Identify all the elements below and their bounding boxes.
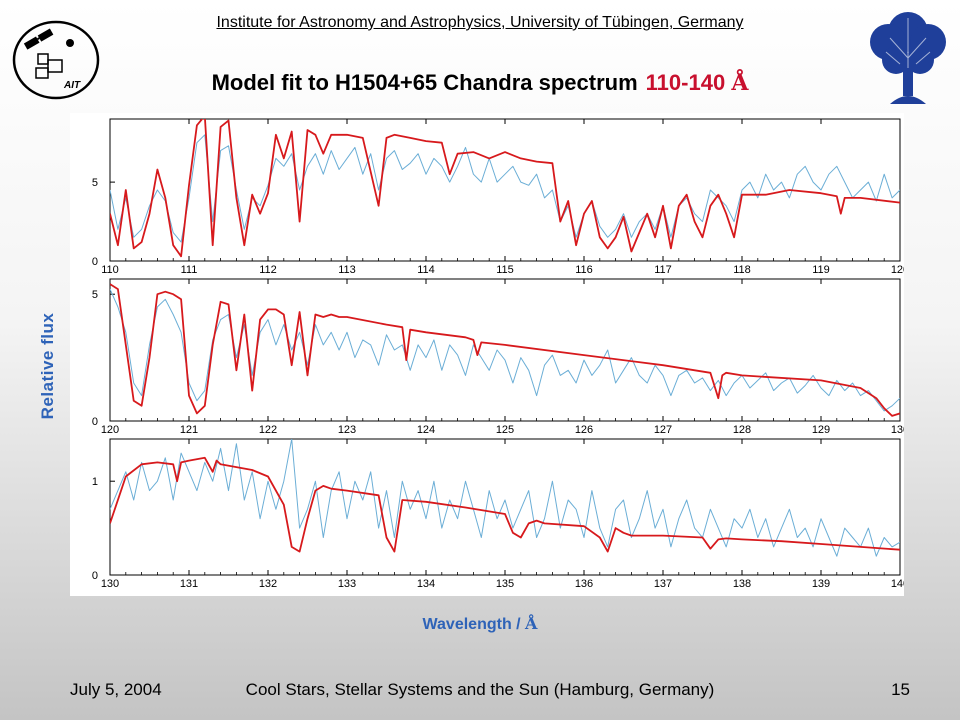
- x-tick-label-1-117: 117: [654, 264, 672, 276]
- x-tick-label-3-137: 137: [654, 578, 672, 590]
- x-tick-label-2-127: 127: [654, 424, 672, 436]
- model-spectrum-line-3: [110, 456, 900, 553]
- x-tick-label-2-125: 125: [496, 424, 514, 436]
- slide-title: Model fit to H1504+65 Chandra spectrum 11…: [0, 70, 960, 96]
- y-tick-label-3-0: 0: [92, 570, 98, 582]
- x-tick-label-1-118: 118: [733, 264, 751, 276]
- x-tick-label-2-122: 122: [259, 424, 277, 436]
- model-spectrum-line-1: [110, 119, 900, 258]
- x-tick-label-3-140: 140: [891, 578, 904, 590]
- title-main: Model fit to H1504+65 Chandra spectrum: [211, 70, 638, 95]
- x-tick-label-2-124: 124: [417, 424, 435, 436]
- y-axis-label: Relative flux: [38, 312, 57, 420]
- x-tick-label-1-120: 120: [891, 264, 904, 276]
- x-tick-label-1-116: 116: [575, 264, 593, 276]
- x-axis-label-text: Wavelength /: [422, 616, 526, 633]
- observed-spectrum-line-3: [110, 439, 900, 557]
- ait-logo-text: AIT: [63, 80, 81, 91]
- y-tick-label-2-0: 0: [92, 416, 98, 428]
- spectrum-chart: 1101111121131141151161171181191200512012…: [92, 118, 909, 590]
- x-tick-label-1-111: 111: [181, 264, 198, 276]
- x-tick-label-3-134: 134: [417, 578, 435, 590]
- ait-logo: AIT: [12, 20, 100, 100]
- x-tick-label-2-130: 130: [891, 424, 904, 436]
- x-tick-label-2-129: 129: [812, 424, 830, 436]
- x-tick-label-2-126: 126: [575, 424, 593, 436]
- y-tick-label-2-5: 5: [92, 289, 98, 301]
- chart-area: 1101111121131141151161171181191200512012…: [70, 113, 909, 596]
- x-tick-label-2-128: 128: [733, 424, 751, 436]
- y-tick-label-1-0: 0: [92, 256, 98, 268]
- x-tick-label-1-113: 113: [338, 264, 356, 276]
- panel-frame-2: [109, 278, 901, 422]
- x-tick-label-3-136: 136: [575, 578, 593, 590]
- x-tick-label-2-120: 120: [101, 424, 119, 436]
- x-tick-label-2-123: 123: [338, 424, 356, 436]
- model-spectrum-line-2: [110, 283, 900, 417]
- title-range: 110-140: [645, 70, 726, 95]
- institute-header: Institute for Astronomy and Astrophysics…: [216, 14, 744, 31]
- x-tick-label-3-139: 139: [812, 578, 830, 590]
- y-tick-label-1-5: 5: [92, 177, 98, 189]
- x-tick-label-3-132: 132: [259, 578, 277, 590]
- x-tick-label-2-121: 121: [180, 424, 198, 436]
- x-tick-label-3-133: 133: [338, 578, 356, 590]
- panel-frame-1: [109, 118, 901, 262]
- y-tick-label-3-1: 1: [92, 476, 98, 488]
- x-axis-label-unit: Å: [525, 614, 538, 633]
- university-tree-logo: [870, 12, 946, 104]
- footer-page-number: 15: [891, 680, 910, 699]
- x-tick-label-1-114: 114: [417, 264, 435, 276]
- x-tick-label-1-110: 110: [101, 264, 119, 276]
- title-unit: Å: [731, 70, 749, 96]
- x-tick-label-3-138: 138: [733, 578, 751, 590]
- footer-date: July 5, 2004: [70, 680, 162, 699]
- x-axis-label: Wavelength / Å: [0, 614, 960, 634]
- observed-spectrum-line-1: [110, 134, 900, 243]
- x-tick-label-1-115: 115: [496, 264, 514, 276]
- x-tick-label-1-119: 119: [812, 264, 830, 276]
- x-tick-label-3-130: 130: [101, 578, 119, 590]
- x-tick-label-3-135: 135: [496, 578, 514, 590]
- panel-frame-3: [109, 438, 901, 576]
- x-tick-label-3-131: 131: [180, 578, 198, 590]
- footer-event: Cool Stars, Stellar Systems and the Sun …: [245, 680, 715, 699]
- x-tick-label-1-112: 112: [259, 264, 277, 276]
